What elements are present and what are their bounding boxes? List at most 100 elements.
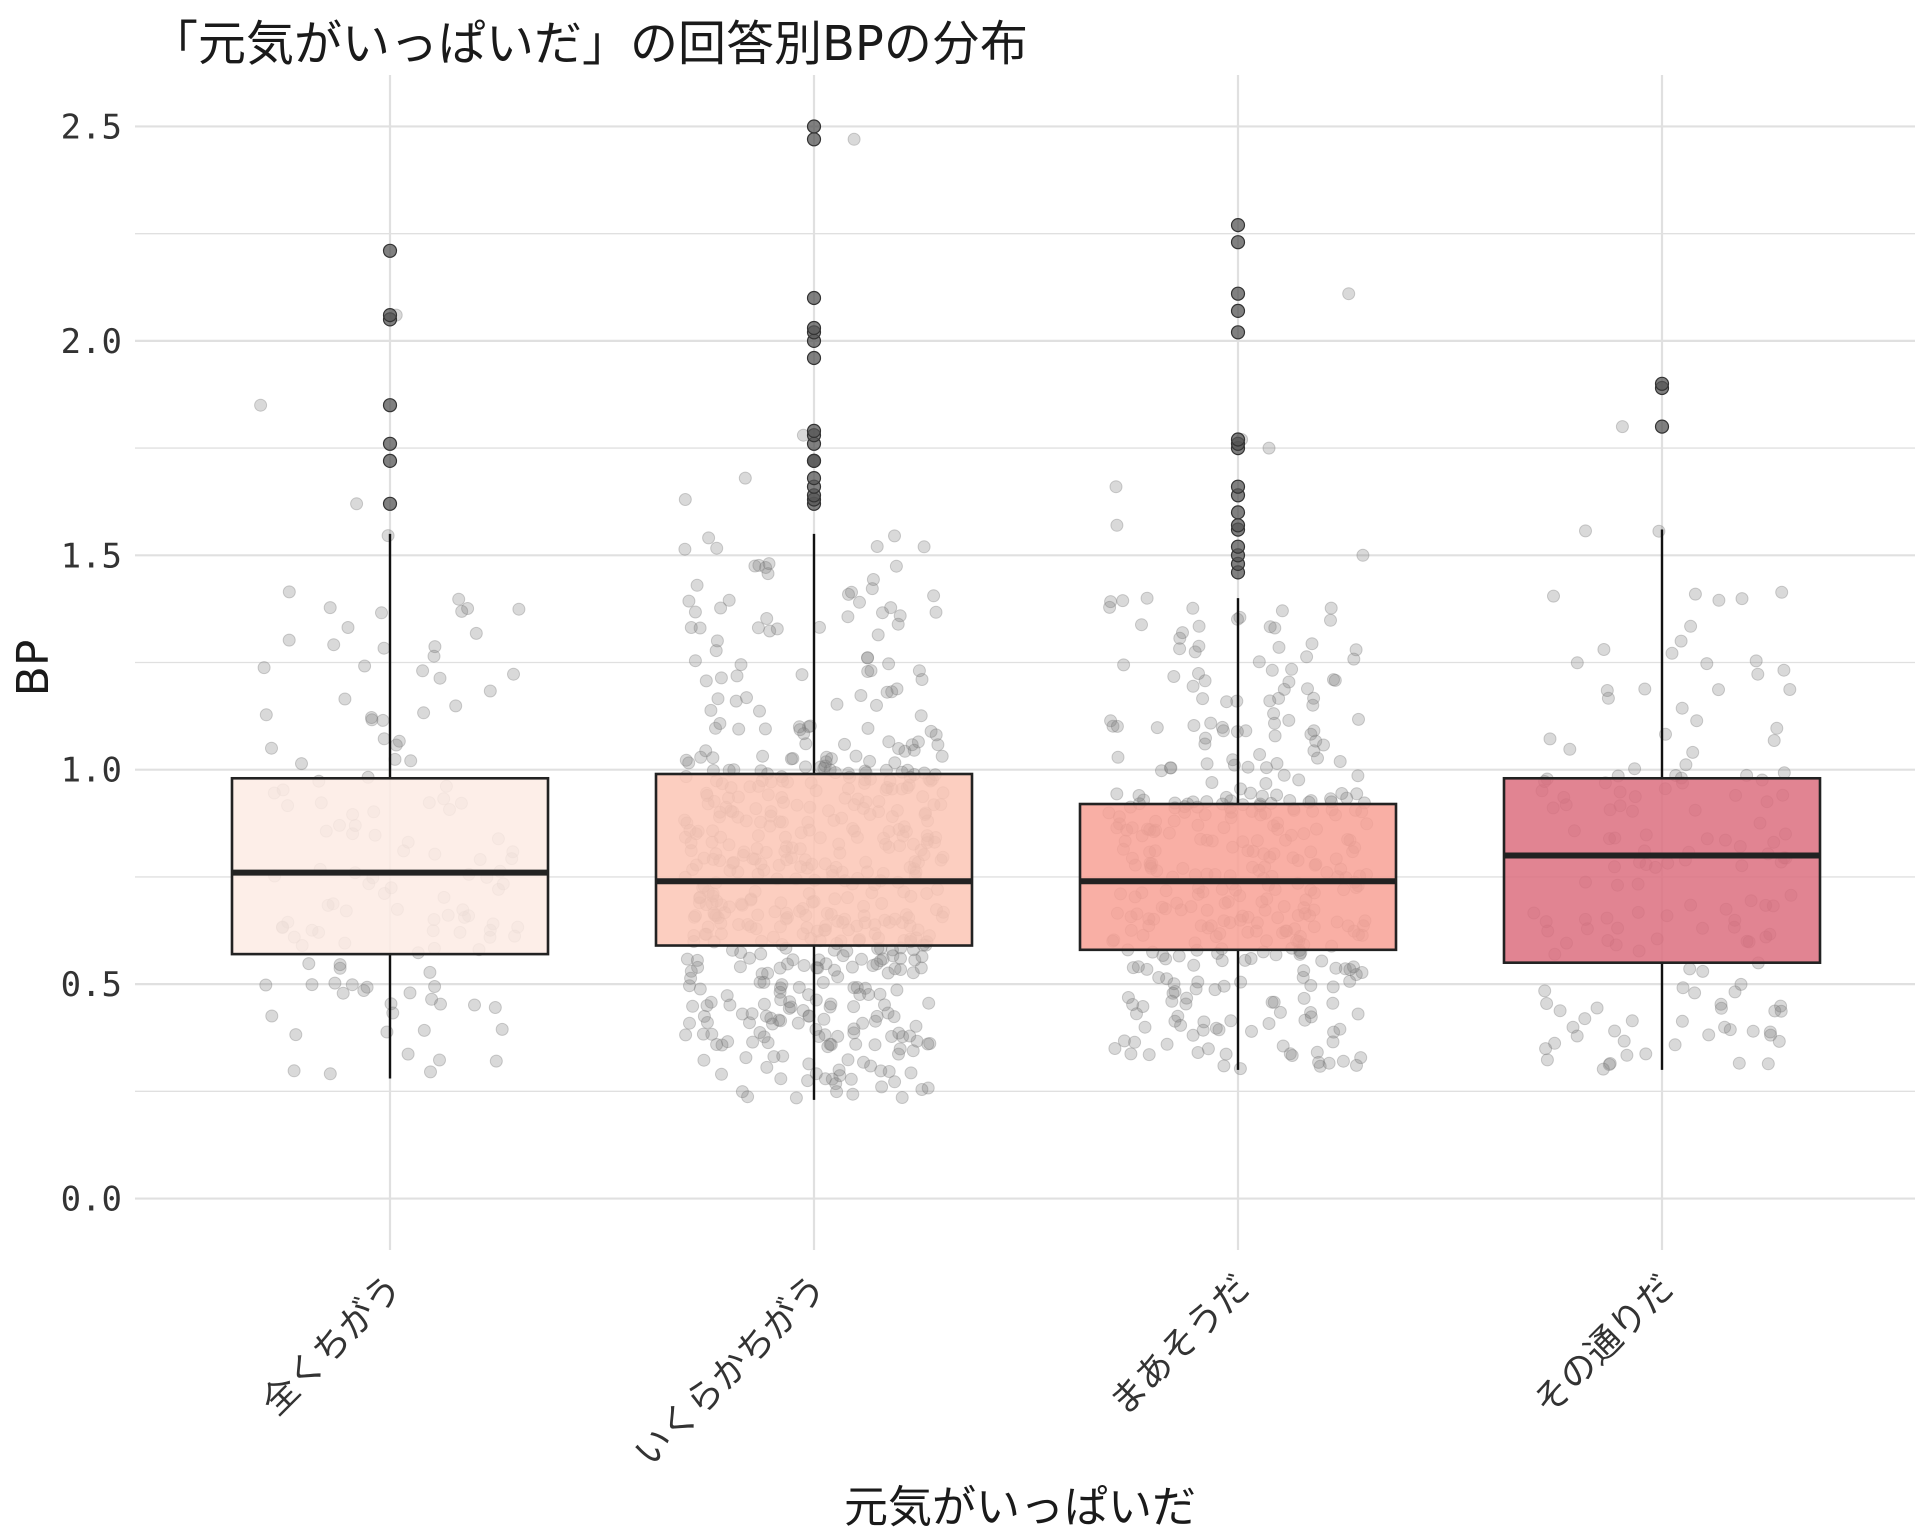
jitter-point [455, 604, 469, 618]
jitter-point [1176, 626, 1189, 640]
jitter-point [885, 685, 899, 699]
jitter-point [1268, 716, 1281, 730]
jitter-point [792, 980, 806, 994]
jitter-point [1309, 734, 1323, 748]
jitter-point [881, 1006, 895, 1020]
jitter-point [1130, 1007, 1143, 1021]
jitter-point [1690, 714, 1704, 728]
jitter-point [892, 742, 906, 755]
jitter-point [1166, 986, 1180, 1000]
outlier-point [1654, 376, 1670, 391]
jitter-point [1304, 1006, 1318, 1019]
jitter-point [1329, 961, 1343, 975]
jitter-point [1540, 1053, 1554, 1067]
jitter-point [734, 658, 748, 672]
jitter-point [425, 992, 439, 1006]
jitter-point [1326, 980, 1340, 994]
jitter-point [679, 753, 693, 767]
jitter-point [914, 961, 928, 975]
jitter-point [774, 993, 788, 1007]
jitter-point [876, 606, 889, 620]
jitter-point [713, 717, 727, 730]
jitter-point [1317, 738, 1330, 752]
outlier-point [382, 453, 398, 468]
jitter-point [761, 966, 775, 980]
jitter-point [757, 1030, 771, 1044]
jitter-point [1219, 1047, 1233, 1061]
outlier-point [1230, 325, 1246, 340]
jitter-point [1638, 682, 1652, 696]
jitter-point [1111, 750, 1125, 764]
outlier-point [806, 471, 822, 486]
jitter-point [759, 561, 773, 574]
jitter-point [772, 1013, 786, 1027]
jitter-point [755, 967, 769, 981]
jitter-point [1665, 646, 1679, 660]
jitter-point [1343, 963, 1357, 976]
jitter-point [903, 1029, 917, 1043]
jitter-point [773, 961, 787, 975]
jitter-point [1270, 757, 1284, 770]
outlier-point [1230, 286, 1246, 301]
jitter-point [1168, 985, 1182, 998]
jitter-point [871, 628, 885, 642]
jitter-point [1272, 691, 1286, 705]
jitter-point [1196, 1023, 1210, 1037]
outlier-point [382, 308, 398, 323]
jitter-point [746, 1035, 760, 1049]
jitter-point [914, 709, 928, 723]
jitter-point [816, 976, 830, 989]
jitter-point [1140, 962, 1154, 976]
jitter-point [849, 749, 863, 763]
jitter-point [786, 752, 800, 765]
jitter-point [732, 722, 746, 736]
jitter-point [1338, 962, 1352, 976]
jitter-point [862, 988, 876, 1001]
outlier-point [382, 398, 398, 413]
jitter-point [868, 1014, 882, 1028]
jitter-point [1201, 1042, 1215, 1056]
jitter-point [1265, 663, 1279, 677]
jitter-point [715, 1038, 729, 1052]
jitter-point [404, 754, 418, 768]
jitter-point [890, 682, 904, 696]
jitter-point [1770, 721, 1784, 735]
jitter-point [323, 1067, 337, 1081]
jitter-point [817, 1012, 831, 1026]
jitter-point [1109, 480, 1123, 494]
outlier-point [806, 119, 822, 134]
jitter-point [1625, 1014, 1639, 1028]
jitter-point [861, 721, 875, 735]
outlier-point [806, 320, 822, 336]
jitter-point [328, 976, 342, 990]
boxes [230, 529, 1822, 1100]
jitter-point [1191, 1046, 1205, 1059]
jitter-point [847, 981, 861, 995]
jitter-point [786, 953, 800, 967]
jitter-point [1326, 996, 1340, 1010]
jitter-point [1324, 601, 1338, 615]
jitter-point [766, 1017, 779, 1031]
jitter-point [1108, 1042, 1122, 1055]
jitter-point [690, 953, 704, 967]
jitter-point [1578, 1012, 1592, 1026]
jitter-point [910, 1034, 924, 1048]
jitter-point [748, 559, 762, 573]
outlier-point [1654, 419, 1670, 434]
jitter-point [1173, 642, 1187, 656]
jitter-point [483, 684, 497, 698]
jitter-point [764, 1011, 778, 1025]
jitter-point [1212, 1023, 1226, 1037]
jitter-point [282, 585, 296, 599]
jitter-point [705, 1027, 719, 1041]
jitter-point [1601, 691, 1615, 705]
jitter-point [886, 949, 900, 963]
jitter-point [873, 987, 887, 1001]
jitter-point [1208, 983, 1222, 997]
jitter-point [1590, 1001, 1604, 1015]
jitter-point [824, 752, 838, 766]
jitter-point [259, 978, 273, 992]
jitter-point [1259, 777, 1273, 790]
outlier-point [1230, 235, 1246, 250]
jitter-point [1674, 634, 1688, 648]
